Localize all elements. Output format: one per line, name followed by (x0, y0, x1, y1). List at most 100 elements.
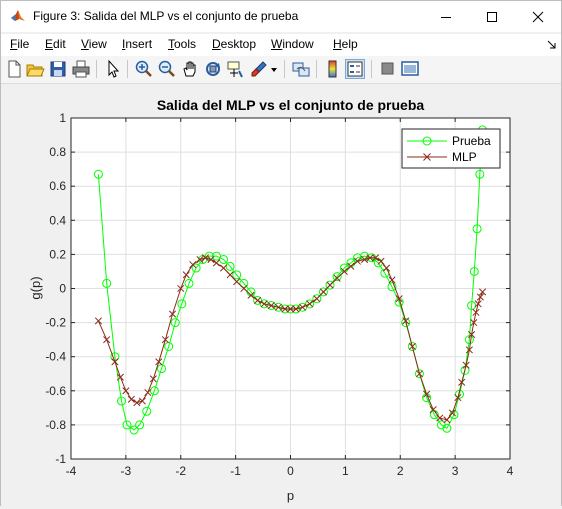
series-mlp-point (207, 255, 215, 264)
menu-desktop[interactable]: Desktop (212, 37, 257, 51)
series-prueba-point (266, 301, 276, 311)
series-mlp-point (443, 416, 451, 424)
series-prueba-point (401, 318, 411, 328)
show-plot-tools-icon (401, 61, 419, 76)
menu-tools[interactable]: Tools (168, 37, 197, 51)
series-mlp-point (254, 296, 262, 304)
series-prueba-point (135, 420, 145, 430)
series-mlp-point (122, 387, 130, 395)
series-mlp-point (474, 300, 482, 308)
series-mlp-point (366, 254, 374, 262)
series-mlp-point (479, 288, 487, 296)
edit-plot-button[interactable] (103, 59, 123, 79)
new-figure-button[interactable] (4, 59, 24, 79)
series-mlp-point (226, 271, 234, 279)
series-mlp-point (388, 276, 396, 284)
menu-view[interactable]: View (81, 37, 107, 51)
y-axis-label: g(p) (28, 276, 43, 299)
close-button[interactable] (515, 1, 561, 32)
menu-help[interactable]: Help (333, 37, 358, 51)
series-mlp-point (233, 278, 241, 286)
zoom-in-button[interactable] (134, 59, 154, 79)
close-icon (532, 11, 544, 22)
pan-button[interactable] (180, 59, 200, 79)
menu-file[interactable]: File (10, 37, 30, 51)
legend-icon (347, 61, 363, 77)
series-mlp-point (347, 262, 355, 270)
series-mlp (94, 254, 487, 424)
series-mlp-point (377, 257, 385, 265)
link-plot-button[interactable] (291, 59, 311, 79)
series-prueba-point (387, 282, 397, 292)
y-tick-label: -0.4 (45, 350, 66, 364)
legend-mlp-label: MLP (452, 150, 477, 164)
series-prueba-point (142, 406, 152, 416)
series-mlp-point (448, 409, 456, 417)
title-bar[interactable]: Figure 3: Salida del MLP vs el conjunto … (1, 1, 561, 32)
dock-arrow-icon[interactable] (547, 40, 557, 50)
show-plot-tools-button[interactable] (400, 59, 420, 79)
menu-insert[interactable]: Insert (122, 37, 153, 51)
hide-plot-tools-button[interactable] (378, 59, 398, 79)
legend-button[interactable] (345, 59, 365, 79)
toolbar-separator (371, 60, 372, 78)
series-prueba-point (298, 302, 308, 312)
open-file-button[interactable] (25, 59, 45, 79)
series-prueba-point (467, 301, 477, 311)
y-tick-label: -0.2 (45, 316, 66, 330)
brush-dropdown[interactable] (269, 59, 279, 79)
series-mlp-point (402, 317, 410, 325)
series-mlp-point (470, 319, 478, 327)
hide-plot-tools-icon (381, 62, 394, 75)
zoom-out-button[interactable] (157, 59, 177, 79)
x-tick-label: 0 (287, 464, 294, 478)
maximize-button[interactable] (469, 1, 515, 32)
series-mlp-point (196, 255, 204, 264)
minimize-button[interactable] (423, 1, 469, 32)
series-mlp-point (429, 406, 437, 414)
series-mlp-point (103, 336, 111, 344)
series-mlp-point (468, 330, 476, 339)
y-tick-label: 0.2 (49, 247, 66, 261)
save-button[interactable] (48, 59, 68, 79)
menu-window[interactable]: Window (271, 37, 314, 51)
series-mlp-point (333, 274, 341, 282)
series-prueba-point (184, 278, 194, 288)
series-mlp-point (247, 291, 255, 299)
figure-canvas: -4 -3 -2 -1 0 1 2 3 4 1 0.8 0.6 0.4 0.2 0 -0.2 -0.4 -0.6 -… (1, 85, 561, 506)
series-mlp-point (286, 305, 295, 313)
series-mlp-point (267, 301, 275, 310)
series-mlp-point (144, 388, 152, 397)
series-mlp-point (155, 358, 163, 366)
series-prueba-point (472, 224, 482, 234)
series-mlp-point (415, 370, 424, 378)
legend-prueba-label: Prueba (452, 134, 491, 148)
edit-plot-arrow-icon (108, 59, 120, 78)
series-mlp-point (472, 308, 480, 316)
series-mlp-point (313, 295, 321, 303)
series-mlp-point (465, 346, 473, 354)
series-mlp-point (292, 305, 300, 313)
legend[interactable]: Prueba MLP (401, 128, 501, 169)
menu-edit[interactable]: Edit (45, 37, 66, 51)
print-button[interactable] (71, 59, 91, 79)
series-prueba-point (191, 263, 201, 273)
x-tick-label: 2 (397, 464, 404, 478)
series-prueba-point (239, 278, 249, 288)
save-icon (50, 61, 66, 77)
series-prueba-point (170, 318, 180, 328)
series-prueba-point (232, 270, 242, 280)
data-cursor-button[interactable] (226, 59, 246, 79)
y-tick-label: 0.6 (49, 179, 66, 193)
series-mlp-point (212, 259, 220, 267)
plot-area[interactable]: -4 -3 -2 -1 0 1 2 3 4 1 0.8 0.6 0.4 0.2 0 -0.2 -0.4 -0.6 -… (1, 85, 561, 506)
brush-button[interactable] (249, 59, 269, 79)
series-prueba-point (305, 299, 315, 309)
print-icon (72, 60, 90, 78)
series-mlp-point (116, 373, 124, 381)
rotate-3d-button[interactable] (203, 59, 223, 79)
data-cursor-icon (227, 61, 243, 78)
series-mlp-point (111, 358, 119, 366)
colorbar-button[interactable] (323, 59, 343, 79)
